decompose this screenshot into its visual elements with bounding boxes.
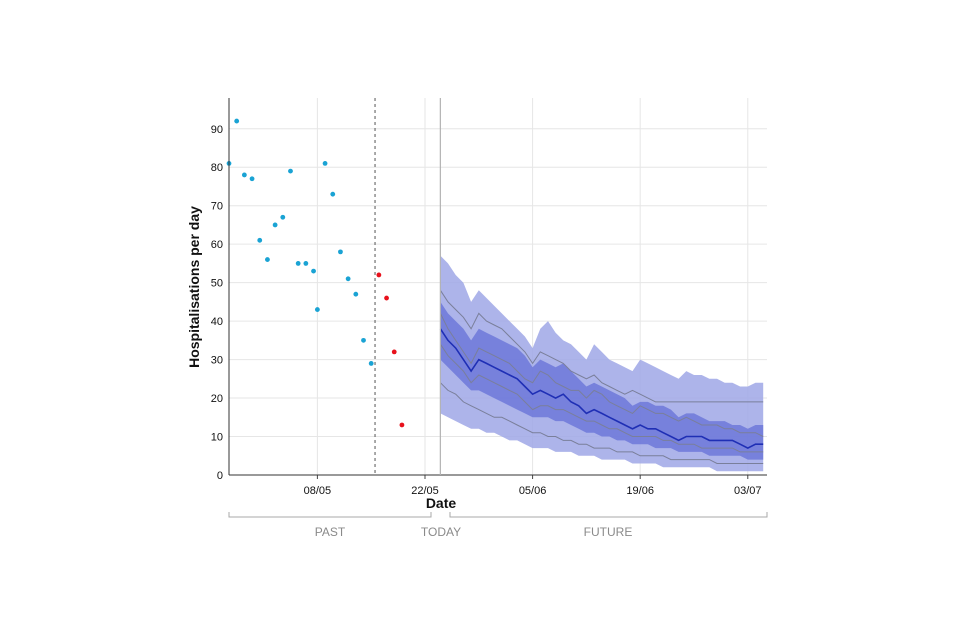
observed-point [322,160,328,166]
x-tick-label: 03/07 [734,485,762,497]
projection-bands [440,255,764,472]
observed-point [288,168,293,174]
observed-point [241,172,247,178]
period-brackets: PAST TODAY FUTURE [228,512,768,539]
observed-point [303,261,309,266]
y-tick-label: 60 [211,239,223,251]
future-bracket [449,512,768,518]
excluded-point [376,272,382,278]
y-tick-label: 70 [211,201,223,213]
excluded-point [399,422,405,428]
median-line [439,328,764,449]
excluded-point [391,349,397,355]
observed-point [338,249,343,255]
observed-point [345,276,351,282]
future-label: FUTURE [584,525,633,539]
observed-point [368,361,374,366]
scenario-line [439,290,764,403]
y-tick-label: 0 [217,470,223,482]
observed-point [311,268,316,274]
scenario-line [439,343,764,453]
past-bracket [228,512,432,518]
y-tick-label: 40 [211,316,223,328]
observed-point [265,257,270,262]
observed-point [314,307,320,312]
observed-point [234,118,240,124]
excluded-point [384,295,389,301]
inner-interval-band [440,301,764,460]
y-tick-label: 80 [211,162,223,174]
observed-point [295,261,301,266]
x-axis-title: Date [426,495,457,511]
x-tick-label: 05/06 [519,485,547,497]
observed-point [353,291,359,297]
scenario-line [439,313,764,437]
projection-lines [439,290,764,464]
observed-point [280,214,286,220]
today-label: TODAY [421,525,461,539]
tick-labels: 0 10 20 30 40 50 60 70 80 90 08/05 22/05 05/06 19/06 0… [211,124,762,497]
observed-point [272,222,278,228]
observed-point [361,337,366,343]
y-tick-label: 10 [211,432,223,444]
observed-point [257,237,263,243]
axes [228,98,767,479]
y-tick-label: 90 [211,124,223,136]
x-tick-label: 22/05 [411,485,439,497]
y-axis-title: Hospitalisations per day [186,206,202,368]
past-label: PAST [315,525,346,539]
scenario-line [440,382,764,464]
y-tick-label: 20 [211,393,223,405]
observed-point [249,176,255,182]
x-tick-label: 08/05 [304,485,332,497]
observed-point [330,191,336,197]
y-tick-label: 30 [211,355,223,367]
observed-points [226,118,405,428]
x-tick-label: 19/06 [626,485,654,497]
y-tick-label: 50 [211,278,223,290]
